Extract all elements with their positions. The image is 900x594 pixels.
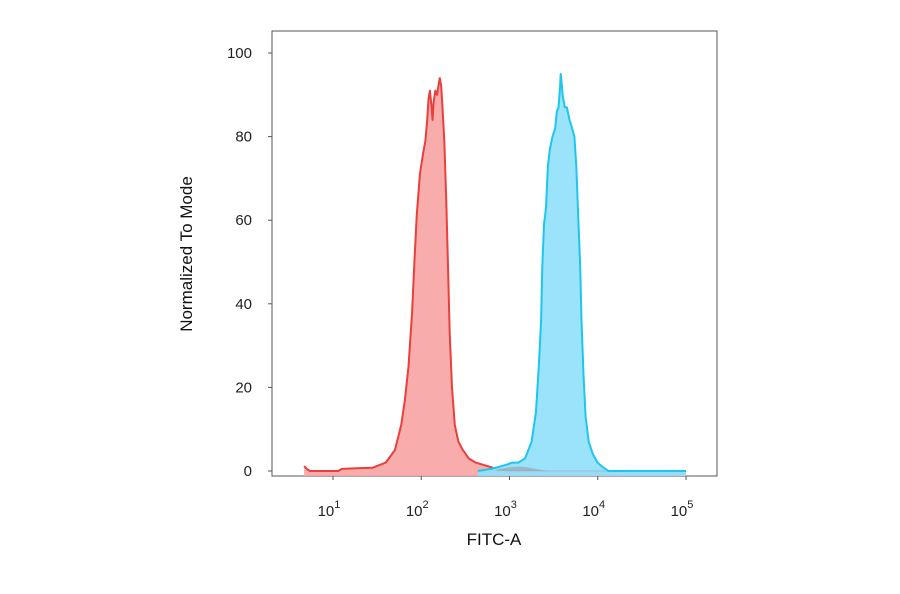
- plot-frame: [271, 30, 718, 477]
- y-axis-title: Normalized To Mode: [177, 176, 196, 332]
- x-tick-label: 102: [406, 499, 429, 520]
- x-axis-ticks: 101 102 103 104 105: [318, 476, 694, 520]
- series-layer: [303, 72, 686, 476]
- y-tick-label: 100: [227, 45, 252, 62]
- y-tick-label: 40: [235, 296, 252, 313]
- y-tick-label: 0: [244, 463, 252, 480]
- series-overlap-area: [495, 466, 548, 471]
- y-tick-label: 60: [235, 212, 252, 229]
- x-tick-label: 101: [318, 499, 341, 520]
- series-2-line: [477, 72, 686, 472]
- x-tick-label: 104: [582, 499, 605, 520]
- x-tick-label: 105: [671, 499, 694, 520]
- series-1-line: [303, 77, 686, 472]
- y-axis-ticks: 0 20 40 60 80 100: [227, 45, 272, 480]
- y-tick-label: 80: [235, 129, 252, 146]
- y-tick-label: 20: [235, 379, 252, 396]
- series-2-area: [477, 73, 686, 476]
- x-tick-label: 103: [494, 499, 517, 520]
- x-axis-title: FITC-A: [467, 530, 522, 549]
